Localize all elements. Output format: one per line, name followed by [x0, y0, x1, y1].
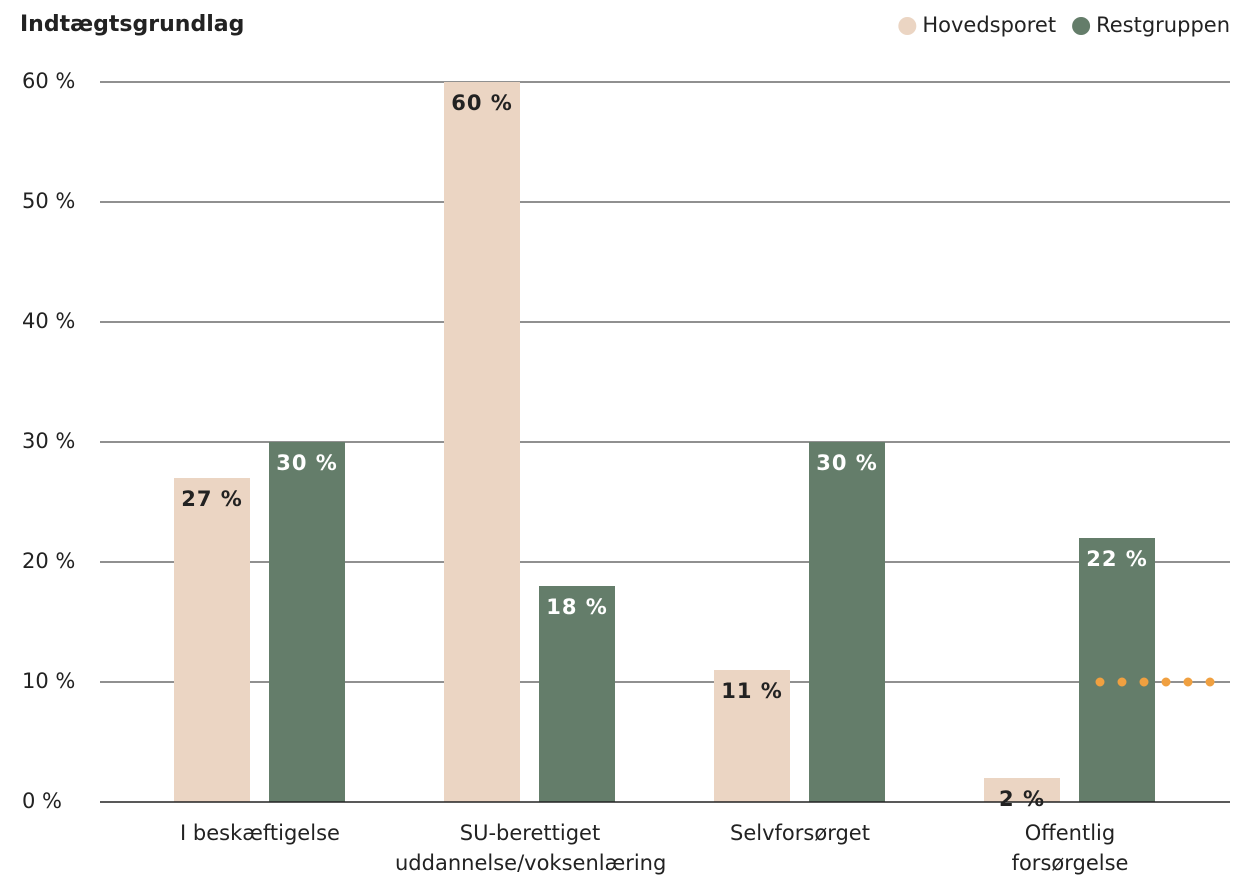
value-label: 60 %	[451, 91, 513, 115]
y-tick-label: 50 %	[22, 189, 75, 213]
bar	[714, 670, 790, 802]
value-label: 30 %	[276, 451, 338, 475]
bar	[984, 778, 1060, 802]
y-tick-label: 40 %	[22, 309, 75, 333]
legend-label: Hovedsporet	[922, 13, 1056, 37]
value-label: 11 %	[721, 679, 783, 703]
value-label: 18 %	[546, 595, 608, 619]
chart-title: Indtægtsgrundlag	[20, 12, 244, 37]
x-tick-label: Selvforsørget	[730, 821, 870, 845]
bar	[539, 586, 615, 802]
value-label: 2 %	[999, 787, 1045, 811]
bar	[174, 478, 250, 802]
legend-label: Restgruppen	[1096, 13, 1230, 37]
bar	[809, 442, 885, 802]
bar	[444, 82, 520, 802]
value-label: 27 %	[181, 487, 243, 511]
x-tick-label: SU-berettiget uddannelse/voksenlæring	[395, 821, 667, 875]
x-tick-label: I beskæftigelse	[180, 821, 340, 845]
y-tick-label: 0 %	[22, 789, 62, 813]
y-tick-label: 30 %	[22, 429, 75, 453]
bar	[269, 442, 345, 802]
y-tick-label: 10 %	[22, 669, 75, 693]
value-label: 22 %	[1086, 547, 1148, 571]
y-tick-label: 60 %	[22, 69, 75, 93]
legend-swatch	[898, 17, 917, 35]
bar	[1079, 538, 1155, 802]
legend-swatch	[1072, 17, 1091, 35]
y-tick-label: 20 %	[22, 549, 75, 573]
x-tick-label: Offentlig forsørgelse	[1011, 821, 1129, 875]
value-label: 30 %	[816, 451, 878, 475]
